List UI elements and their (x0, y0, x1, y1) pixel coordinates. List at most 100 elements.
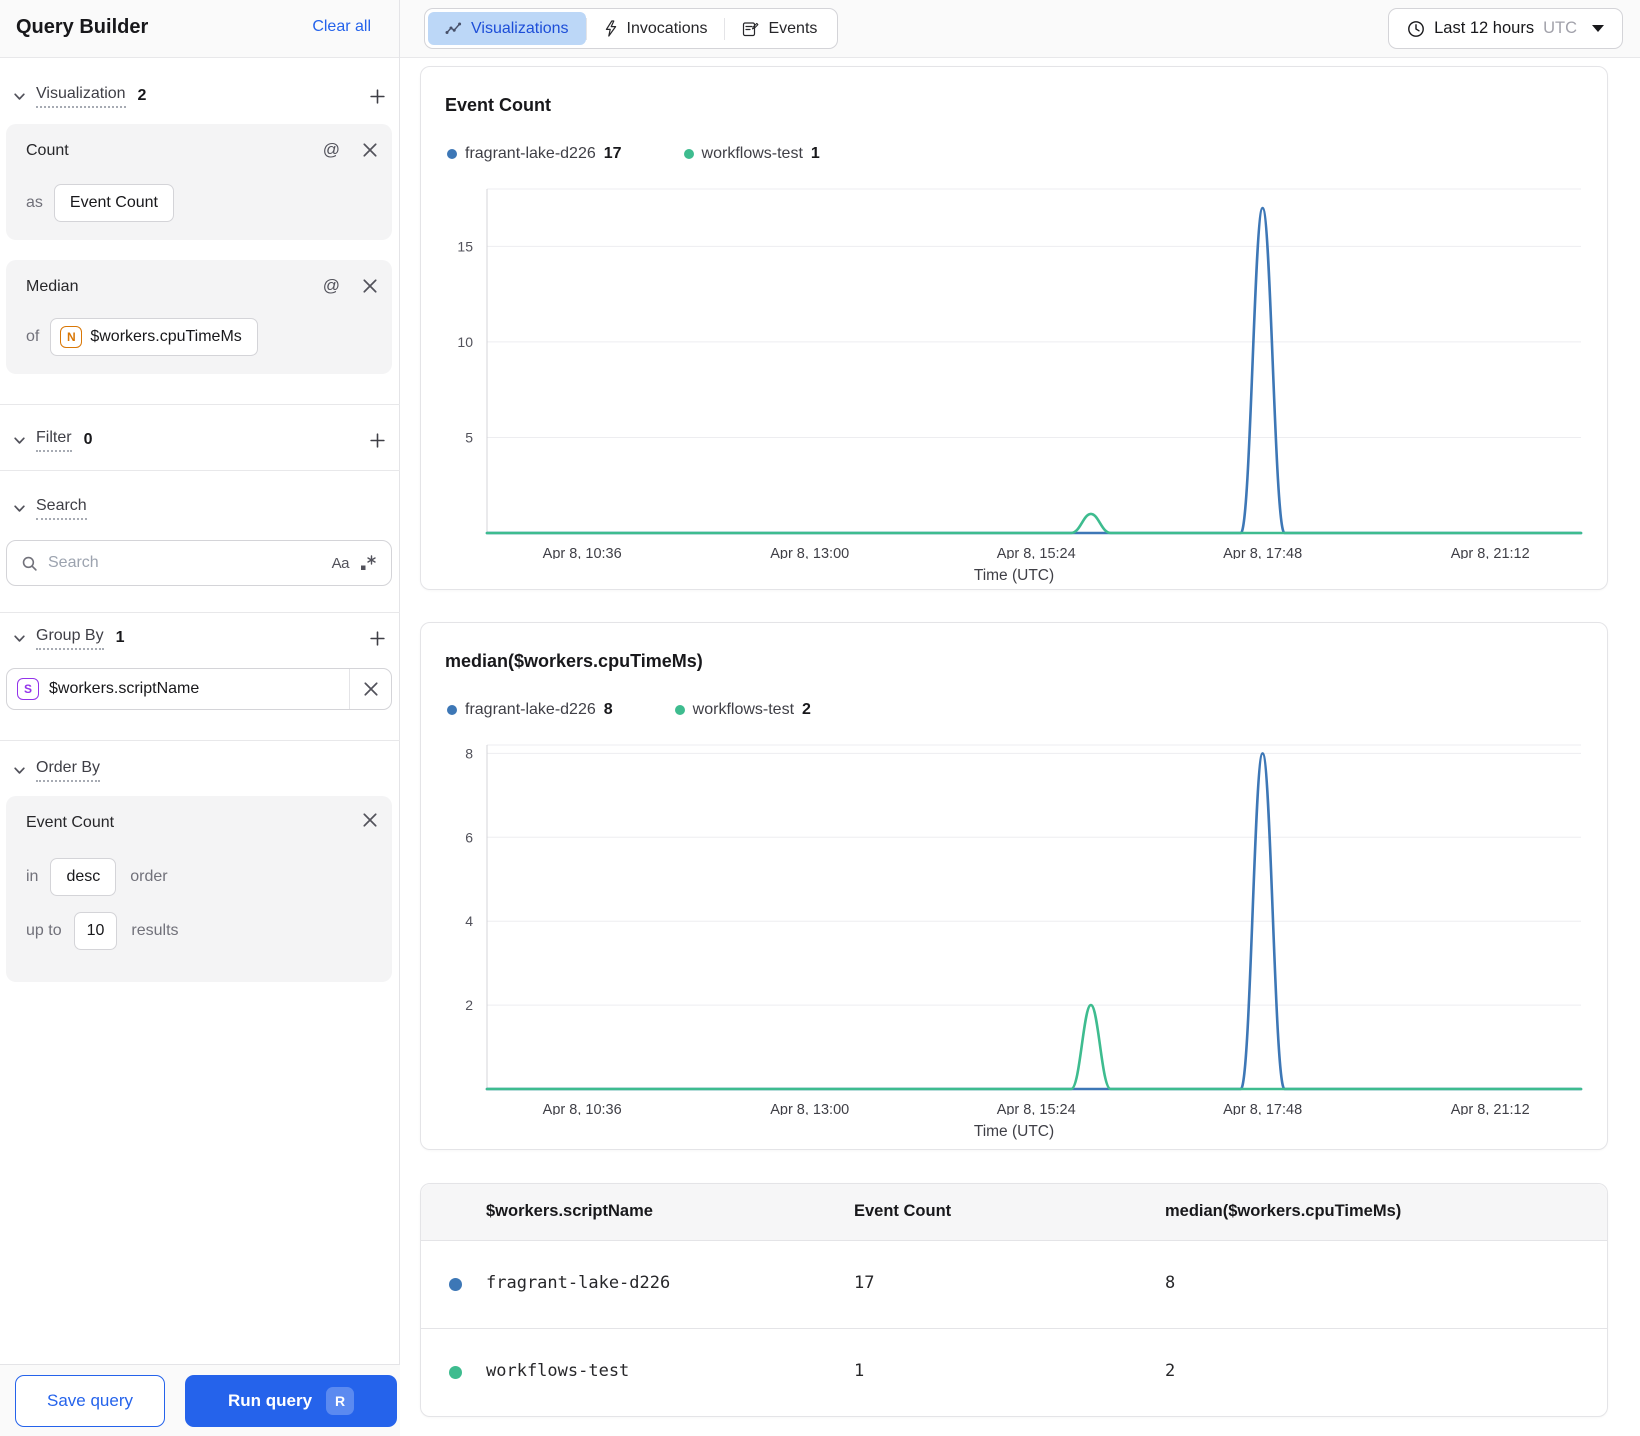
clear-all-link[interactable]: Clear all (312, 18, 371, 35)
search-icon (22, 556, 37, 571)
svg-text:Apr 8, 10:36: Apr 8, 10:36 (543, 546, 622, 559)
column-header: $workers.scriptName (486, 1202, 653, 1220)
column-header: median($workers.cpuTimeMs) (1165, 1202, 1402, 1220)
clock-icon (1408, 20, 1424, 37)
series-color-dot (674, 705, 685, 715)
event-count-cell: 1 (854, 1361, 865, 1381)
mention-icon[interactable]: @ (322, 140, 340, 159)
script-name-cell: workflows-test (486, 1361, 630, 1381)
visualization-section-header: Visualization 2 (8, 82, 391, 110)
chevron-down-icon[interactable] (8, 85, 30, 107)
svg-text:2: 2 (465, 997, 473, 1013)
time-range-selector[interactable]: Last 12 hours UTC (1388, 8, 1623, 49)
visualization-alias-button[interactable]: Event Count (53, 184, 174, 222)
results-label: results (131, 922, 179, 939)
chevron-down-icon[interactable] (8, 759, 30, 781)
remove-order-by-icon[interactable] (362, 812, 378, 828)
in-label: in (26, 868, 39, 885)
group-by-section-label: Group By (36, 627, 104, 650)
column-header: Event Count (854, 1202, 952, 1220)
add-filter-button[interactable] (363, 426, 391, 454)
chevron-down-icon[interactable] (8, 497, 30, 519)
chart-title: median($workers.cpuTimeMs) (445, 651, 703, 671)
event-count-line-chart[interactable]: 5 10 15 Apr 8, 10:36 Apr 8, 13:00 Apr 8, 15:2… (445, 179, 1585, 559)
order-by-field: Event Count (26, 814, 115, 831)
sidebar-header: Query Builder Clear all (0, 0, 399, 58)
lightning-icon (605, 20, 616, 37)
run-shortcut-badge: R (326, 1387, 355, 1415)
sort-direction-button[interactable]: desc (50, 858, 117, 896)
save-query-button[interactable]: Save query (15, 1375, 165, 1427)
view-tabs: Visualizations Invocations Events (424, 8, 839, 49)
table-row: workflows-test 1 2 (421, 1329, 1607, 1416)
svg-text:8: 8 (465, 745, 473, 761)
add-visualization-button[interactable] (363, 82, 391, 110)
svg-text:10: 10 (457, 334, 473, 350)
limit-button[interactable]: 10 (73, 912, 118, 950)
search-input[interactable] (48, 554, 322, 572)
series-color-dot (449, 1366, 462, 1379)
legend-item[interactable]: workflows-test 1 (683, 145, 820, 163)
group-by-section-header: Group By 1 (8, 624, 391, 652)
visualization-card-median: Median @ of N $workers.cpuTimeMs (6, 260, 392, 374)
event-log-icon (743, 21, 759, 36)
legend-item[interactable]: workflows-test 2 (674, 701, 811, 719)
series-color-dot (447, 149, 457, 159)
match-case-icon[interactable]: Aa (331, 554, 350, 572)
event-count-cell: 17 (854, 1273, 875, 1293)
sidebar-footer: Save query Run query R (0, 1364, 400, 1436)
divider (0, 470, 400, 471)
divider (0, 612, 400, 613)
time-range-label: Last 12 hours (1434, 19, 1535, 37)
add-group-by-button[interactable] (363, 624, 391, 652)
tab-label: Visualizations (471, 19, 569, 37)
median-field-button[interactable]: N $workers.cpuTimeMs (50, 318, 258, 356)
of-label: of (26, 328, 40, 345)
tab-label: Events (768, 19, 818, 37)
filter-count: 0 (83, 431, 93, 448)
group-by-field: $workers.scriptName (49, 680, 200, 697)
series-color-dot (683, 149, 694, 159)
remove-visualization-icon[interactable] (362, 142, 378, 158)
results-table: $workers.scriptName Event Count median($… (420, 1183, 1608, 1417)
chevron-down-icon[interactable] (8, 627, 30, 649)
caret-down-icon (1592, 25, 1604, 32)
legend-series-value: 8 (603, 701, 613, 718)
legend-item[interactable]: fragrant-lake-d226 17 (447, 145, 622, 163)
tab-events[interactable]: Events (725, 12, 834, 45)
numeric-type-icon: N (60, 326, 83, 348)
series-color-dot (447, 705, 457, 715)
median-cpu-line-chart[interactable]: 2 4 6 8 Apr 8, 10:36 Apr 8, 13:00 Apr 8, 15:24… (445, 735, 1585, 1115)
run-query-button[interactable]: Run query R (185, 1375, 397, 1427)
chart-legend: fragrant-lake-d226 8 workflows-test 2 (447, 701, 811, 719)
series-color-dot (449, 1278, 462, 1291)
search-section-label: Search (36, 497, 87, 520)
svg-text:Apr 8, 17:48: Apr 8, 17:48 (1223, 546, 1302, 559)
svg-text:4: 4 (465, 913, 473, 929)
script-name-cell: fragrant-lake-d226 (486, 1273, 671, 1293)
group-by-count: 1 (115, 629, 125, 646)
svg-text:Apr 8, 21:12: Apr 8, 21:12 (1451, 1102, 1530, 1115)
remove-visualization-icon[interactable] (362, 278, 378, 294)
remove-group-by-icon[interactable] (349, 669, 391, 709)
group-by-item[interactable]: S $workers.scriptName (6, 668, 392, 710)
up-to-label: up to (26, 922, 62, 939)
divider (0, 404, 400, 405)
chart-legend: fragrant-lake-d226 17 workflows-test 1 (447, 145, 820, 163)
svg-text:Apr 8, 15:24: Apr 8, 15:24 (997, 1102, 1076, 1115)
visualization-section-label: Visualization (36, 85, 126, 108)
mention-icon[interactable]: @ (322, 276, 340, 295)
line-chart-icon (445, 22, 462, 34)
page-title: Query Builder (16, 16, 149, 38)
tab-visualizations[interactable]: Visualizations (428, 12, 586, 45)
regex-icon[interactable] (359, 554, 377, 572)
chevron-down-icon[interactable] (8, 429, 30, 451)
legend-series-value: 2 (802, 701, 811, 718)
x-axis-title: Time (UTC) (973, 1123, 1055, 1140)
tab-invocations[interactable]: Invocations (587, 12, 725, 45)
legend-item[interactable]: fragrant-lake-d226 8 (447, 701, 613, 719)
svg-text:Apr 8, 17:48: Apr 8, 17:48 (1223, 1102, 1302, 1115)
visualization-count: 2 (137, 87, 147, 104)
svg-text:Apr 8, 13:00: Apr 8, 13:00 (770, 546, 849, 559)
svg-text:Apr 8, 10:36: Apr 8, 10:36 (543, 1102, 622, 1115)
